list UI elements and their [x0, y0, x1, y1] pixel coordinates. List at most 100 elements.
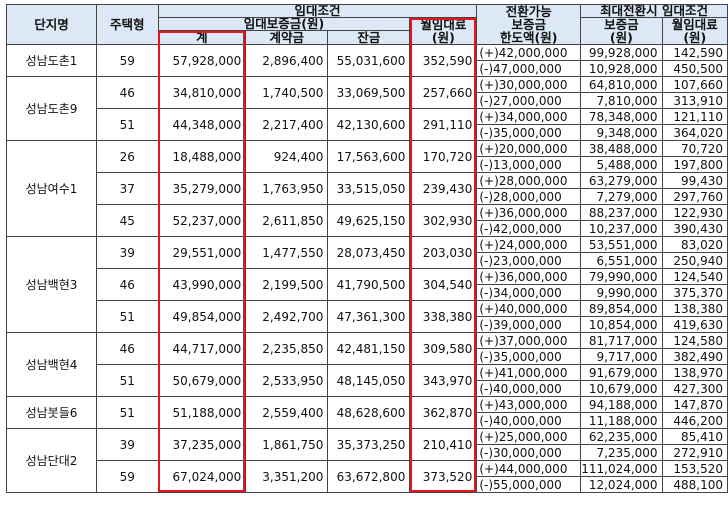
deposit-total-cell: 43,990,000	[157, 268, 247, 301]
max-rent-plus-cell: 122,930	[661, 204, 728, 221]
max-rent-minus-cell: 446,200	[661, 412, 728, 429]
balance-cell: 33,515,050	[327, 172, 411, 205]
complex-name-cell: 성남백현3	[6, 236, 97, 333]
table-subrow: (-)34,000,000 9,990,000 375,370	[7, 284, 728, 301]
header-complex: 단지명	[6, 4, 97, 45]
max-rent-plus-cell: 138,970	[661, 364, 728, 381]
max-deposit-minus-cell: 7,810,000	[580, 92, 663, 109]
table-row: 51 49,854,000 2,492,700 47,361,300 338,380 (+…	[7, 300, 728, 333]
header-deposit: 임대보증금(원)	[157, 17, 411, 31]
complex-name-cell: 성남도촌1	[6, 44, 97, 77]
convertible-plus-cell: (+)42,000,000	[476, 44, 582, 61]
monthly-rent-cell: 338,380	[409, 300, 478, 333]
convertible-plus-cell: (+)25,000,000	[476, 428, 582, 445]
header-total: 계	[157, 30, 247, 45]
deposit-total-cell: 34,810,000	[157, 76, 247, 109]
convertible-minus-cell: (-)28,000,000	[476, 188, 582, 205]
contract-deposit-cell: 1,763,950	[245, 172, 329, 205]
table-subrow: (-)13,000,000 5,488,000 197,800	[7, 156, 728, 173]
deposit-total-cell: 18,488,000	[157, 140, 247, 173]
convertible-plus-cell: (+)41,000,000	[476, 364, 582, 381]
max-deposit-plus-cell: 91,679,000	[580, 364, 663, 381]
table-subrow: (-)55,000,000 12,024,000 488,100	[7, 476, 728, 493]
contract-deposit-cell: 2,235,850	[245, 332, 329, 365]
header-max-deposit-label: 보증금	[604, 17, 639, 32]
balance-cell: 41,790,500	[327, 268, 411, 301]
table-subrow: (-)23,000,000 6,551,000 250,940	[7, 252, 728, 269]
header-max-deposit-unit: (원)	[609, 30, 633, 45]
convertible-minus-cell: (-)27,000,000	[476, 92, 582, 109]
monthly-rent-cell: 257,660	[409, 76, 478, 109]
max-rent-minus-cell: 297,760	[661, 188, 728, 205]
contract-deposit-cell: 2,611,850	[245, 204, 329, 237]
max-deposit-minus-cell: 9,990,000	[580, 284, 663, 301]
max-deposit-plus-cell: 62,235,000	[580, 428, 663, 445]
table-row: 59 67,024,000 3,351,200 63,672,800 373,520 (+…	[7, 460, 728, 493]
header-convertible-deposit: 전환가능 보증금 한도액(원)	[476, 4, 582, 45]
balance-cell: 28,073,450	[327, 236, 411, 269]
table-row: 성남여수1 26 18,488,000 924,400 17,563,600 170,72…	[6, 140, 728, 237]
header-house-type: 주택형	[95, 4, 159, 45]
monthly-rent-cell: 203,030	[409, 236, 478, 269]
max-deposit-plus-cell: 88,237,000	[580, 204, 663, 221]
max-rent-plus-cell: 83,020	[661, 236, 728, 253]
table-subrow: (-)40,000,000 10,679,000 427,300	[7, 380, 728, 397]
monthly-rent-cell: 373,520	[409, 460, 478, 493]
house-type-cell: 39	[95, 428, 159, 461]
header-max-rent-label: 월임대료	[671, 17, 718, 32]
lease-conditions-table: 단지명 주택형 임대조건 전환가능 보증금 한도액(원) 최대전환시 임대조건 …	[6, 4, 728, 493]
max-rent-minus-cell: 450,500	[661, 60, 728, 77]
max-rent-plus-cell: 138,380	[661, 300, 728, 317]
table-row: 성남봇들6 51 51,188,000 2,559,400 48,628,600 362,…	[6, 396, 728, 429]
max-rent-plus-cell: 121,110	[661, 108, 728, 125]
house-type-cell: 37	[95, 172, 159, 205]
contract-deposit-cell: 2,199,500	[245, 268, 329, 301]
max-rent-plus-cell: 85,410	[661, 428, 728, 445]
table-row: 성남백현3 39 29,551,000 1,477,550 28,073,450 203,…	[6, 236, 728, 333]
max-rent-plus-cell: 147,870	[661, 396, 728, 413]
deposit-total-cell: 44,717,000	[157, 332, 247, 365]
max-rent-plus-cell: 70,720	[661, 140, 728, 157]
max-deposit-plus-cell: 99,928,000	[580, 44, 663, 61]
max-deposit-minus-cell: 12,024,000	[580, 476, 663, 493]
header-max-rent: 월임대료 (원)	[661, 17, 728, 45]
max-deposit-minus-cell: 5,488,000	[580, 156, 663, 173]
header-max-conversion: 최대전환시 임대조건	[580, 4, 728, 18]
convertible-plus-cell: (+)40,000,000	[476, 300, 582, 317]
contract-deposit-cell: 2,559,400	[245, 396, 329, 429]
max-rent-minus-cell: 419,630	[661, 316, 728, 333]
convertible-plus-cell: (+)24,000,000	[476, 236, 582, 253]
contract-deposit-cell: 924,400	[245, 140, 329, 173]
house-type-cell: 46	[95, 76, 159, 109]
max-deposit-minus-cell: 6,551,000	[580, 252, 663, 269]
convertible-minus-cell: (-)39,000,000	[476, 316, 582, 333]
table-row: 성남도촌1 59 57,928,000 2,896,400 55,031,600 352,…	[6, 44, 728, 77]
complex-name-cell: 성남도촌9	[6, 76, 97, 141]
max-rent-plus-cell: 124,540	[661, 268, 728, 285]
convertible-minus-cell: (-)35,000,000	[476, 348, 582, 365]
monthly-rent-cell: 302,930	[409, 204, 478, 237]
monthly-rent-cell: 210,410	[409, 428, 478, 461]
convertible-plus-cell: (+)34,000,000	[476, 108, 582, 125]
balance-cell: 42,481,150	[327, 332, 411, 365]
max-deposit-minus-cell: 10,928,000	[580, 60, 663, 77]
max-deposit-minus-cell: 7,279,000	[580, 188, 663, 205]
header-convertible-line3: 한도액(원)	[500, 30, 558, 45]
house-type-cell: 59	[95, 460, 159, 493]
balance-cell: 47,361,300	[327, 300, 411, 333]
max-deposit-minus-cell: 10,679,000	[580, 380, 663, 397]
convertible-minus-cell: (-)42,000,000	[476, 220, 582, 237]
monthly-rent-cell: 362,870	[409, 396, 478, 429]
max-rent-plus-cell: 153,520	[661, 460, 728, 477]
contract-deposit-cell: 1,861,750	[245, 428, 329, 461]
house-type-cell: 59	[95, 44, 159, 77]
balance-cell: 35,373,250	[327, 428, 411, 461]
monthly-rent-cell: 291,110	[409, 108, 478, 141]
monthly-rent-cell: 304,540	[409, 268, 478, 301]
max-rent-plus-cell: 124,580	[661, 332, 728, 349]
header-convertible-line1: 전환가능	[505, 4, 552, 19]
table-row: 37 35,279,000 1,763,950 33,515,050 239,430 (+…	[7, 172, 728, 205]
contract-deposit-cell: 2,492,700	[245, 300, 329, 333]
header-convertible-line2: 보증금	[511, 17, 547, 32]
convertible-minus-cell: (-)13,000,000	[476, 156, 582, 173]
